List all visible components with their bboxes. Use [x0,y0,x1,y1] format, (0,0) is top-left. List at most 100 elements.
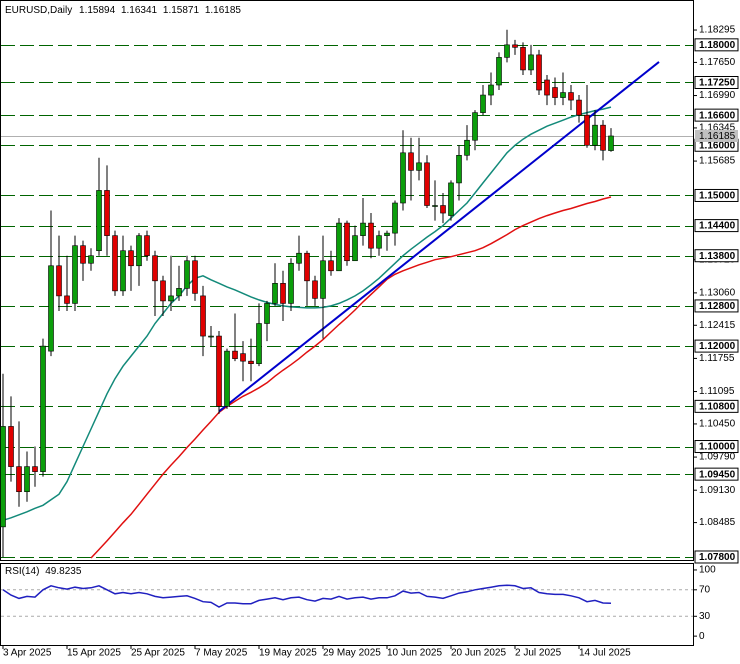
candle-body [144,235,150,257]
level-box [694,38,739,52]
candle-body [232,350,238,359]
candle-body [88,255,94,264]
candle-body [352,235,358,262]
y-tick-label: 1.15685 [699,156,736,167]
candle-body [528,54,534,71]
candle-body [80,245,86,264]
level-label: 1.17250 [699,78,736,89]
current-price-box [695,129,738,142]
rsi-panel [0,563,694,646]
candle-body [408,152,414,171]
candle-body [272,283,278,304]
candle-body [600,124,606,151]
y-tick-label: 1.17650 [699,57,736,68]
candle-body [592,124,598,146]
level-label: 1.14400 [699,221,736,232]
candle-body [312,280,318,299]
level-label: 1.16600 [699,110,736,121]
x-tick-label: 20 Jun 2025 [451,648,506,659]
symbol: EURUSD,Daily [5,5,72,16]
candle-body [432,205,438,207]
y-tick-label: 1.11755 [699,353,735,364]
candle-body [96,190,102,252]
candle-body [376,235,382,249]
candle-body [288,262,294,304]
candle-body [584,114,590,146]
level-label: 1.12800 [699,301,736,312]
open-value: 1.15894 [79,5,116,16]
rsi-tick-label: 70 [699,584,711,595]
candle-body [520,47,526,71]
candle-body [56,265,62,297]
candle-body [336,222,342,272]
candle-body [24,466,30,493]
candle-body [296,252,302,264]
level-box [694,108,739,122]
candle-body [168,295,174,302]
candle-body [200,295,206,337]
candle-body [568,92,574,101]
candle-body [40,345,46,472]
x-tick-label: 10 Jun 2025 [387,648,442,659]
x-tick-label: 14 Jul 2025 [579,648,631,659]
level-label: 1.15000 [699,191,736,202]
level-box [694,188,739,202]
candle-body [256,323,262,364]
level-box [694,467,739,481]
y-tick-label: 1.10450 [699,419,736,430]
candle-body [448,182,454,216]
rsi-tick-label: 100 [699,565,716,576]
candle-body [368,222,374,249]
x-tick-label: 19 May 2025 [259,648,317,659]
price-panel [0,0,694,561]
candle-body [400,152,406,204]
candle-body [392,202,398,234]
candle-body [16,466,22,493]
x-tick-label: 15 Apr 2025 [67,648,121,659]
level-box [694,219,739,233]
level-label: 1.13800 [699,251,736,262]
y-tick-label: 1.11095 [699,386,735,397]
y-tick-label: 1.09790 [699,452,736,463]
level-label: 1.07800 [699,552,736,563]
rsi-name: RSI(14) [5,566,39,577]
level-label: 1.12000 [699,341,736,352]
candle-body [536,54,542,91]
y-tick-label: 1.12415 [699,320,736,331]
x-tick-label: 2 Jul 2025 [515,648,562,659]
level-label: 1.09450 [699,469,736,480]
candle-body [192,260,198,294]
rsi-tick-label: 0 [699,631,705,642]
candle-body [496,57,502,86]
chart-header: EURUSD,Daily 1.15894 1.16341 1.15871 1.1… [5,5,241,16]
y-tick-label: 1.16990 [699,90,736,101]
candle-body [120,250,126,292]
candle-body [416,162,422,171]
level-box [694,339,739,353]
level-box [694,249,739,263]
candle-body [456,155,462,184]
candle-body [104,190,110,236]
level-label: 1.18000 [699,40,736,51]
candle-body [280,283,286,304]
candle-body [384,232,390,236]
candle-body [552,87,558,98]
low-value: 1.15871 [163,5,200,16]
level-label: 1.16000 [699,140,736,151]
level-box [694,440,739,454]
level-label: 1.10800 [699,401,736,412]
candle-body [264,303,270,324]
candle-body [344,222,350,262]
y-tick-label: 1.13060 [699,288,736,299]
candle-body [512,44,518,48]
level-box [694,399,739,413]
candle-body [560,92,566,98]
candle-body [216,335,222,407]
candle-body [136,235,142,267]
moving-average [90,196,612,559]
y-tick-label: 1.16345 [699,123,736,134]
candle-body [504,44,510,58]
candle-body [128,250,134,267]
level-label: 1.10000 [699,442,736,453]
candle-body [424,162,430,206]
